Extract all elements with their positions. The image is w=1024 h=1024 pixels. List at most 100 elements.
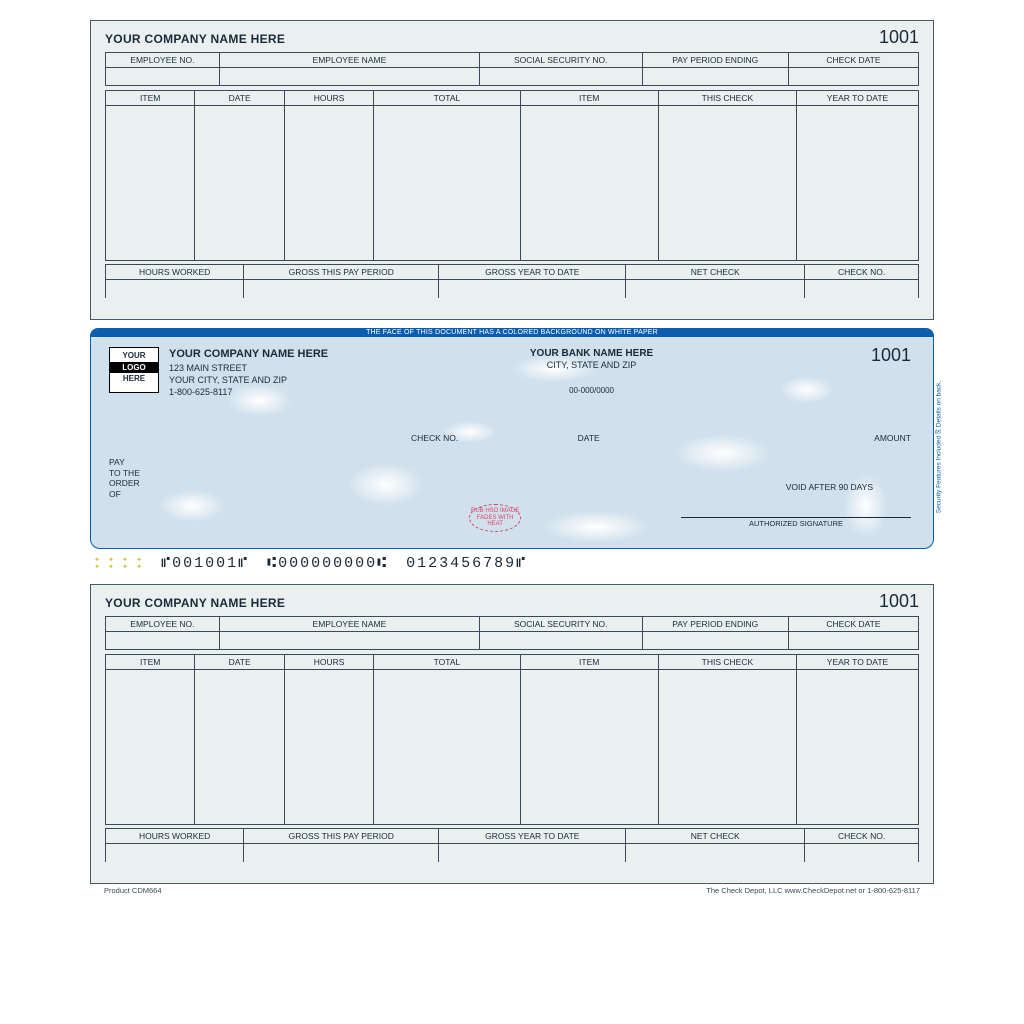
col-header: TOTAL bbox=[374, 655, 520, 670]
col-header: EMPLOYEE NAME bbox=[219, 617, 479, 632]
side-security-text: Security Features Included ⎘ Details on … bbox=[935, 380, 943, 512]
col-header: HOURS bbox=[284, 655, 373, 670]
employee-info-table: EMPLOYEE NO.EMPLOYEE NAMESOCIAL SECURITY… bbox=[105, 616, 919, 650]
company-name: YOUR COMPANY NAME HERE bbox=[169, 347, 328, 362]
col-header: GROSS YEAR TO DATE bbox=[439, 265, 626, 280]
blank-cell bbox=[642, 632, 788, 650]
blank-cell bbox=[106, 670, 195, 825]
payto-l2: TO THE bbox=[109, 468, 140, 479]
heat-text: RUB HSO IMAGE FADES WITH HEAT bbox=[471, 508, 519, 527]
col-header: ITEM bbox=[106, 655, 195, 670]
col-header: CHECK DATE bbox=[788, 53, 918, 68]
vendor-info: The Check Depot, LLC www.CheckDepot.net … bbox=[706, 886, 920, 895]
blank-cell bbox=[374, 106, 520, 261]
blank-cell bbox=[195, 670, 284, 825]
bank-fraction: 00-000/0000 bbox=[452, 386, 732, 395]
blank-cell bbox=[797, 670, 919, 825]
payto-l3: ORDER bbox=[109, 478, 140, 489]
blank-cell bbox=[244, 844, 439, 862]
pay-stub-top: YOUR COMPANY NAME HERE 1001 EMPLOYEE NO.… bbox=[90, 20, 934, 320]
bank-addr: CITY, STATE AND ZIP bbox=[452, 360, 732, 372]
blank-cell bbox=[805, 844, 919, 862]
company-address-block: YOUR COMPANY NAME HERE 123 MAIN STREET Y… bbox=[169, 347, 328, 398]
check-number: 1001 bbox=[871, 345, 911, 366]
blank-cell bbox=[626, 844, 805, 862]
micr-routing: ⑆000000000⑆ bbox=[267, 555, 388, 572]
col-header: HOURS bbox=[284, 91, 373, 106]
company-phone: 1-800-625-8117 bbox=[169, 386, 328, 398]
col-header: ITEM bbox=[106, 91, 195, 106]
blank-cell bbox=[106, 632, 220, 650]
blank-cell bbox=[479, 632, 642, 650]
label-date: DATE bbox=[578, 433, 745, 443]
payto-l1: PAY bbox=[109, 457, 140, 468]
signature-line: AUTHORIZED SIGNATURE bbox=[681, 517, 911, 528]
micr-account: 0123456789⑈ bbox=[406, 555, 527, 572]
blank-cell bbox=[626, 280, 805, 298]
blank-cell bbox=[219, 632, 479, 650]
security-banner: THE FACE OF THIS DOCUMENT HAS A COLORED … bbox=[90, 328, 934, 337]
label-checkno: CHECK NO. bbox=[411, 433, 578, 443]
check-number: 1001 bbox=[879, 27, 919, 48]
company-name: YOUR COMPANY NAME HERE bbox=[105, 32, 285, 46]
col-header: GROSS YEAR TO DATE bbox=[439, 829, 626, 844]
summary-table: HOURS WORKEDGROSS THIS PAY PERIODGROSS Y… bbox=[105, 828, 919, 862]
micr-check: ⑈001001⑈ bbox=[161, 555, 249, 572]
heat-seal-icon: RUB HSO IMAGE FADES WITH HEAT bbox=[469, 504, 521, 532]
blank-cell bbox=[805, 280, 919, 298]
col-header: CHECK DATE bbox=[788, 617, 918, 632]
check-section: THE FACE OF THIS DOCUMENT HAS A COLORED … bbox=[90, 328, 934, 576]
summary-table: HOURS WORKEDGROSS THIS PAY PERIODGROSS Y… bbox=[105, 264, 919, 298]
stub-header: YOUR COMPANY NAME HERE 1001 bbox=[105, 27, 919, 48]
blank-cell bbox=[106, 106, 195, 261]
product-code: Product CDM664 bbox=[104, 886, 162, 895]
col-header: GROSS THIS PAY PERIOD bbox=[244, 829, 439, 844]
logo-placeholder: YOUR LOGO HERE bbox=[109, 347, 159, 393]
bank-block: YOUR BANK NAME HERE CITY, STATE AND ZIP bbox=[452, 347, 732, 372]
col-header: PAY PERIOD ENDING bbox=[642, 53, 788, 68]
blank-cell bbox=[219, 68, 479, 86]
blank-cell bbox=[439, 844, 626, 862]
col-header: THIS CHECK bbox=[658, 91, 796, 106]
blank-cell bbox=[244, 280, 439, 298]
blank-cell bbox=[520, 670, 658, 825]
check-field-labels: CHECK NO. DATE AMOUNT bbox=[91, 433, 933, 443]
blank-cell bbox=[439, 280, 626, 298]
col-header: HOURS WORKED bbox=[106, 829, 244, 844]
blank-cell bbox=[788, 68, 918, 86]
blank-cell bbox=[642, 68, 788, 86]
col-header: ITEM bbox=[520, 655, 658, 670]
col-header: DATE bbox=[195, 655, 284, 670]
security-dots-icon: ✦ ✦ ✦ ✦✦ ✦ ✦ ✦ bbox=[94, 557, 143, 571]
col-header: EMPLOYEE NAME bbox=[219, 53, 479, 68]
blank-cell bbox=[520, 106, 658, 261]
col-header: DATE bbox=[195, 91, 284, 106]
col-header: EMPLOYEE NO. bbox=[106, 617, 220, 632]
blank-cell bbox=[284, 106, 373, 261]
col-header: SOCIAL SECURITY NO. bbox=[479, 617, 642, 632]
col-header: CHECK NO. bbox=[805, 829, 919, 844]
company-addr1: 123 MAIN STREET bbox=[169, 362, 328, 374]
blank-cell bbox=[788, 632, 918, 650]
col-header: NET CHECK bbox=[626, 829, 805, 844]
blank-cell bbox=[195, 106, 284, 261]
micr-line: ✦ ✦ ✦ ✦✦ ✦ ✦ ✦ ⑈001001⑈ ⑆000000000⑆ 0123… bbox=[90, 549, 934, 576]
blank-cell bbox=[479, 68, 642, 86]
blank-cell bbox=[374, 670, 520, 825]
bank-name: YOUR BANK NAME HERE bbox=[452, 347, 732, 360]
blank-cell bbox=[106, 280, 244, 298]
check-body: Security Features Included ⎘ Details on … bbox=[90, 337, 934, 549]
col-header: CHECK NO. bbox=[805, 265, 919, 280]
col-header: THIS CHECK bbox=[658, 655, 796, 670]
logo-l3: HERE bbox=[123, 374, 145, 383]
employee-info-table: EMPLOYEE NO.EMPLOYEE NAMESOCIAL SECURITY… bbox=[105, 52, 919, 86]
col-header: NET CHECK bbox=[626, 265, 805, 280]
col-header: YEAR TO DATE bbox=[797, 91, 919, 106]
pay-stub-bottom: YOUR COMPANY NAME HERE 1001 EMPLOYEE NO.… bbox=[90, 584, 934, 884]
pay-to-order: PAY TO THE ORDER OF bbox=[109, 457, 140, 500]
payto-l4: OF bbox=[109, 489, 140, 500]
col-header: ITEM bbox=[520, 91, 658, 106]
logo-l1: YOUR bbox=[122, 351, 145, 360]
col-header: YEAR TO DATE bbox=[797, 655, 919, 670]
blank-cell bbox=[658, 106, 796, 261]
